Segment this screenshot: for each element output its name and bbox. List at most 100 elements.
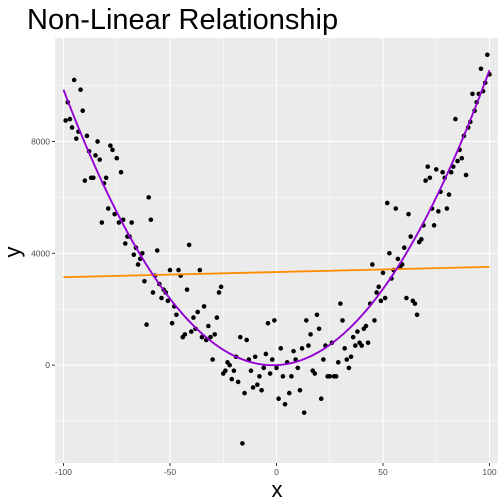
data-point <box>274 365 279 371</box>
data-point <box>276 396 281 401</box>
data-point <box>218 284 224 290</box>
data-point <box>353 343 358 348</box>
data-point <box>414 312 420 318</box>
data-point <box>186 242 192 248</box>
y-axis-ticks: 0 4000 8000 <box>31 136 55 370</box>
data-point <box>154 248 160 253</box>
data-point <box>146 195 152 200</box>
data-point <box>291 348 296 354</box>
data-point <box>342 346 347 351</box>
data-point <box>272 318 277 323</box>
data-point <box>333 374 339 379</box>
data-point <box>261 365 267 371</box>
data-point <box>280 374 286 379</box>
data-point <box>248 368 254 374</box>
x-tick-label: 0 <box>274 467 279 477</box>
data-point <box>299 346 305 351</box>
data-point <box>384 200 390 206</box>
data-point <box>470 91 475 97</box>
data-point <box>419 237 424 242</box>
data-point <box>269 357 275 362</box>
data-point <box>67 116 73 122</box>
data-point <box>380 270 386 276</box>
data-point <box>223 368 228 374</box>
data-point <box>214 315 220 320</box>
y-tick-label: 4000 <box>31 248 50 258</box>
data-point <box>365 340 371 346</box>
data-point <box>118 169 124 175</box>
data-point <box>431 223 437 228</box>
data-point <box>150 290 156 295</box>
data-point <box>408 234 413 239</box>
data-point <box>206 323 211 329</box>
data-point <box>142 278 147 284</box>
data-point <box>148 217 154 223</box>
data-point <box>314 312 320 318</box>
chart-title: Non-Linear Relationship <box>27 4 338 36</box>
data-point <box>114 155 120 161</box>
data-point <box>95 139 100 144</box>
data-point <box>191 315 196 320</box>
x-tick-label: 100 <box>482 467 496 477</box>
data-point <box>433 167 439 172</box>
data-point <box>159 295 164 301</box>
data-point <box>453 116 458 122</box>
data-point <box>448 169 454 175</box>
x-tick-label: -100 <box>55 467 72 477</box>
data-point <box>82 178 88 183</box>
data-point <box>423 178 428 183</box>
y-tick-label: 8000 <box>31 136 50 146</box>
data-point <box>216 290 222 295</box>
data-point <box>282 401 288 407</box>
data-point <box>335 360 341 365</box>
data-point <box>289 374 294 379</box>
data-point <box>244 337 249 343</box>
x-tick-label: -50 <box>164 467 177 477</box>
data-point <box>252 354 258 360</box>
data-point <box>478 66 484 72</box>
data-point <box>301 410 307 415</box>
data-point <box>169 320 175 326</box>
data-point <box>165 298 171 304</box>
data-point <box>425 164 431 169</box>
data-point <box>227 362 232 368</box>
data-point <box>355 329 360 334</box>
data-point <box>167 267 173 273</box>
data-point <box>348 354 354 360</box>
data-point <box>412 301 418 306</box>
data-point <box>174 312 179 318</box>
data-point <box>182 332 188 337</box>
data-point <box>350 334 356 340</box>
data-point <box>278 346 284 351</box>
data-point <box>240 441 245 446</box>
data-point <box>197 267 203 273</box>
data-point <box>378 298 384 304</box>
data-point <box>267 371 273 376</box>
data-point <box>316 326 322 332</box>
data-point <box>263 351 269 357</box>
data-point <box>259 388 264 393</box>
data-point <box>195 309 200 315</box>
data-point <box>338 301 343 306</box>
data-point <box>387 250 392 256</box>
data-point <box>237 334 243 340</box>
data-point <box>144 322 149 327</box>
y-axis-title: y <box>0 247 25 258</box>
data-point <box>446 192 452 197</box>
data-point <box>455 158 460 164</box>
data-point <box>250 385 256 390</box>
data-point <box>376 284 382 290</box>
data-point <box>131 252 137 257</box>
data-point <box>105 206 111 211</box>
data-point <box>93 153 98 158</box>
data-point <box>359 343 364 348</box>
data-point <box>318 396 324 401</box>
data-point <box>344 357 350 362</box>
data-point <box>406 211 411 217</box>
data-point <box>235 379 241 385</box>
linear-fit-line <box>63 265 490 279</box>
data-point <box>363 323 369 329</box>
data-point <box>212 332 218 337</box>
data-point <box>63 118 68 123</box>
